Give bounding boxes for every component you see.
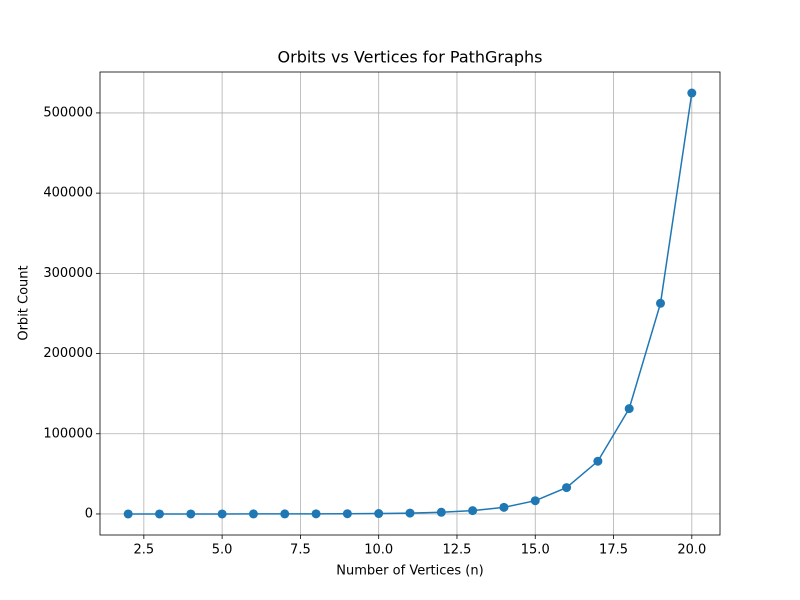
point (562, 483, 572, 493)
x-tick-label: 12.5 (442, 543, 471, 558)
y-tick-label: 200000 (43, 346, 93, 361)
point (342, 509, 352, 519)
point (186, 509, 196, 519)
point (530, 496, 540, 506)
point (593, 456, 603, 466)
point (656, 298, 666, 308)
point (499, 502, 509, 512)
point (374, 509, 384, 519)
point (436, 507, 446, 517)
y-tick-label: 300000 (43, 266, 93, 281)
point (468, 506, 478, 516)
x-tick-label: 5.0 (212, 543, 233, 558)
x-tick-label: 10.0 (364, 543, 393, 558)
point (280, 509, 290, 519)
chart-title: Orbits vs Vertices for PathGraphs (278, 48, 543, 67)
x-tick-label: 7.5 (290, 543, 311, 558)
point (123, 509, 133, 519)
y-tick-label: 400000 (43, 186, 93, 201)
y-tick-label: 500000 (43, 105, 93, 120)
x-axis-label: Number of Vertices (n) (336, 564, 483, 579)
point (687, 88, 697, 98)
point (217, 509, 227, 519)
point (248, 509, 258, 519)
x-tick-label: 17.5 (599, 543, 628, 558)
y-tick-label: 0 (85, 506, 93, 521)
y-tick-label: 100000 (43, 426, 93, 441)
x-tick-label: 15.0 (521, 543, 550, 558)
x-tick-label: 2.5 (133, 543, 154, 558)
point (405, 508, 415, 518)
y-axis-label: Orbit Count (17, 265, 32, 340)
point (154, 509, 164, 519)
point (311, 509, 321, 519)
x-tick-label: 20.0 (677, 543, 706, 558)
point (624, 404, 634, 414)
plot-frame (99, 71, 721, 536)
